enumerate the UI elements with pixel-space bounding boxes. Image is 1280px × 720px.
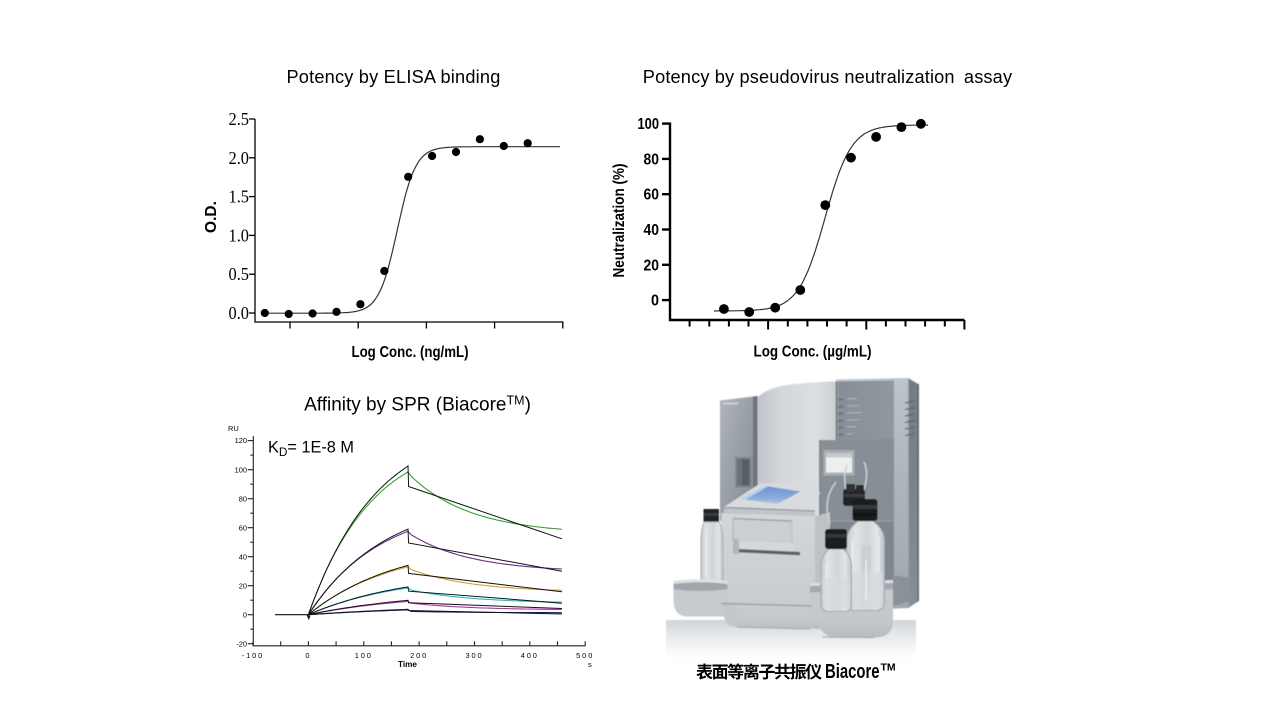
svg-text:Potency by pseudovirus neutral: Potency by pseudovirus neutralization as… <box>643 67 1013 87</box>
svg-text:O.D.: O.D. <box>203 201 220 233</box>
svg-text:s: s <box>588 660 592 669</box>
svg-text:0: 0 <box>651 293 659 310</box>
svg-text:-20: -20 <box>236 639 247 648</box>
svg-text:100: 100 <box>638 116 660 133</box>
svg-text:120: 120 <box>235 436 247 445</box>
svg-text:2.5: 2.5 <box>229 109 250 129</box>
svg-text:300: 300 <box>465 651 483 660</box>
svg-text:0: 0 <box>243 610 247 619</box>
svg-text:80: 80 <box>644 151 660 168</box>
svg-text:0.5: 0.5 <box>229 264 250 284</box>
svg-text:Neutralization (%): Neutralization (%) <box>611 164 628 278</box>
svg-text:Potency by ELISA binding: Potency by ELISA binding <box>286 67 500 87</box>
svg-text:2.0: 2.0 <box>229 148 250 168</box>
svg-text:Time: Time <box>398 660 417 669</box>
svg-text:KD= 1E-8 M: KD= 1E-8 M <box>268 439 354 459</box>
svg-text:Log Conc. (ng/mL): Log Conc. (ng/mL) <box>352 344 469 361</box>
svg-text:0: 0 <box>305 651 311 660</box>
svg-text:40: 40 <box>644 222 660 239</box>
svg-text:80: 80 <box>239 494 247 503</box>
svg-text:RU: RU <box>228 424 239 433</box>
svg-text:100: 100 <box>355 651 373 660</box>
svg-text:Affinity by SPR (BiacoreTM): Affinity by SPR (BiacoreTM) <box>304 394 531 416</box>
svg-text:40: 40 <box>239 552 247 561</box>
svg-text:1.5: 1.5 <box>229 187 250 207</box>
svg-text:400: 400 <box>521 651 539 660</box>
svg-text:200: 200 <box>410 651 428 660</box>
svg-text:-100: -100 <box>242 651 264 660</box>
svg-text:20: 20 <box>239 581 247 590</box>
svg-text:100: 100 <box>235 465 247 474</box>
svg-text:20: 20 <box>644 257 660 274</box>
svg-text:TM: TM <box>881 662 896 674</box>
svg-text:1.0: 1.0 <box>229 225 250 245</box>
svg-text:60: 60 <box>239 523 247 532</box>
svg-text:60: 60 <box>644 187 660 204</box>
svg-text:Biacore: Biacore <box>825 661 880 683</box>
svg-text:500: 500 <box>576 651 594 660</box>
svg-text:Log Conc. (µg/mL): Log Conc. (µg/mL) <box>754 344 872 361</box>
svg-text:0.0: 0.0 <box>229 303 250 323</box>
